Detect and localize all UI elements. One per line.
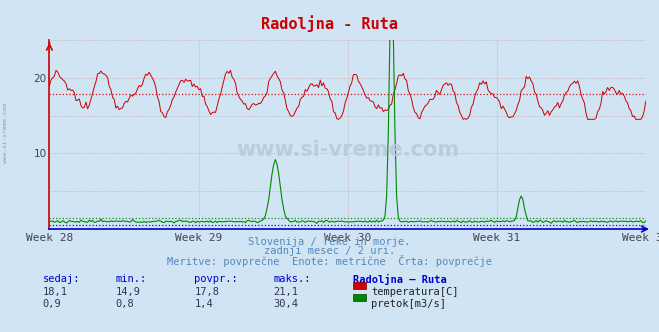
Text: 18,1: 18,1 xyxy=(43,287,68,297)
Text: www.si-vreme.com: www.si-vreme.com xyxy=(3,103,8,163)
Text: Slovenija / reke in morje.: Slovenija / reke in morje. xyxy=(248,237,411,247)
Text: 30,4: 30,4 xyxy=(273,299,299,309)
Text: 1,4: 1,4 xyxy=(194,299,213,309)
Text: 17,8: 17,8 xyxy=(194,287,219,297)
Text: Meritve: povprečne  Enote: metrične  Črta: povprečje: Meritve: povprečne Enote: metrične Črta:… xyxy=(167,255,492,267)
Text: Radoljna – Ruta: Radoljna – Ruta xyxy=(353,274,446,285)
Text: 0,8: 0,8 xyxy=(115,299,134,309)
Text: maks.:: maks.: xyxy=(273,274,311,284)
Text: www.si-vreme.com: www.si-vreme.com xyxy=(236,139,459,160)
Text: sedaj:: sedaj: xyxy=(43,274,80,284)
Text: 21,1: 21,1 xyxy=(273,287,299,297)
Text: temperatura[C]: temperatura[C] xyxy=(371,287,459,297)
Text: povpr.:: povpr.: xyxy=(194,274,238,284)
Text: 0,9: 0,9 xyxy=(43,299,61,309)
Text: Radoljna - Ruta: Radoljna - Ruta xyxy=(261,15,398,32)
Text: zadnji mesec / 2 uri.: zadnji mesec / 2 uri. xyxy=(264,246,395,256)
Text: min.:: min.: xyxy=(115,274,146,284)
Text: 14,9: 14,9 xyxy=(115,287,140,297)
Text: pretok[m3/s]: pretok[m3/s] xyxy=(371,299,446,309)
